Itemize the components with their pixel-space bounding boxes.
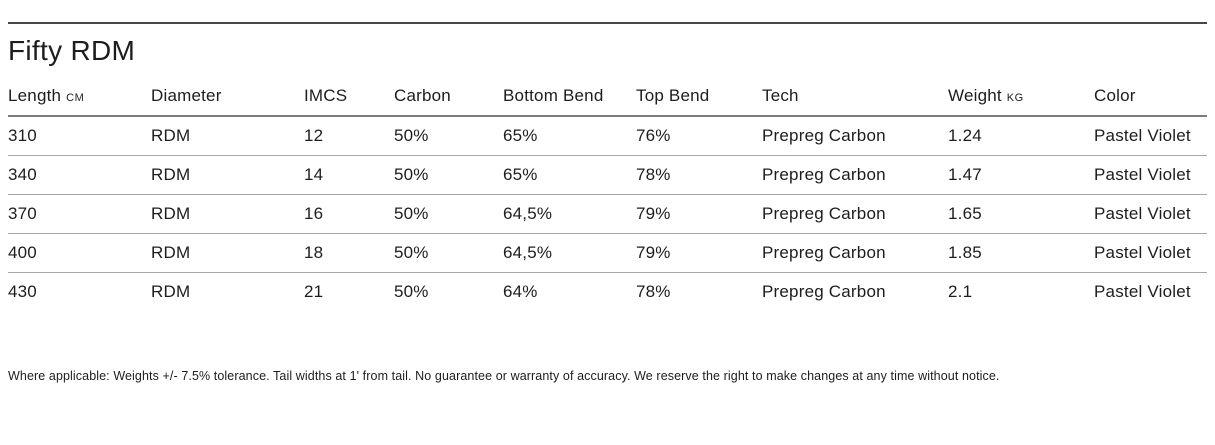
disclaimer-note: Where applicable: Weights +/- 7.5% toler… [8,369,1000,384]
cell-top-bend: 79% [636,194,762,235]
cell-length: 310 [8,116,151,157]
cell-carbon: 50% [394,155,503,196]
column-header-bottom-bend: Bottom Bend [503,67,636,118]
column-label: Color [1094,86,1136,106]
cell-bottom-bend: 64% [503,282,538,302]
table-row: 400 RDM 18 50% 64,5% 79% Prepreg Carbon … [8,233,1207,274]
page-title: Fifty RDM [8,35,136,66]
cell-carbon: 50% [394,233,503,274]
cell-weight: 1.65 [948,194,1094,235]
spec-sheet: Fifty RDM Length CM Diameter IMCS Carbon… [0,22,1215,383]
table-row: 310 RDM 12 50% 65% 76% Prepreg Carbon 1.… [8,116,1207,157]
column-header-tech: Tech [762,67,948,118]
cell-weight: 1.85 [948,233,1094,274]
cell-color: Pastel Violet [1094,155,1207,196]
cell-tech: Prepreg Carbon [762,155,948,196]
cell-diameter: RDM [151,194,304,235]
column-header-carbon: Carbon [394,67,503,118]
cell-bottom-bend: 64,5% [503,233,636,274]
column-unit: CM [66,92,85,105]
column-label: Diameter [151,86,222,106]
cell-carbon: 50% [394,282,429,302]
cell-length: 400 [8,233,151,274]
cell-length: 340 [8,155,151,196]
table-body: 310 RDM 12 50% 65% 76% Prepreg Carbon 1.… [8,116,1207,311]
table-row: 370 RDM 16 50% 64,5% 79% Prepreg Carbon … [8,194,1207,235]
cell-weight: 1.24 [948,116,1094,157]
table-row: 340 RDM 14 50% 65% 78% Prepreg Carbon 1.… [8,155,1207,196]
column-header-top-bend: Top Bend [636,67,762,118]
cell-weight: 2.1 [948,282,973,302]
mast-spec-table: Length CM Diameter IMCS Carbon Bottom Be… [8,67,1207,311]
header-row: Length CM Diameter IMCS Carbon Bottom Be… [8,67,1207,118]
cell-carbon: 50% [394,116,503,157]
cell-color: Pastel Violet [1094,233,1207,274]
cell-tech: Prepreg Carbon [762,233,948,274]
cell-imcs: 18 [304,233,394,274]
top-rule [8,22,1207,24]
cell-color: Pastel Violet [1094,116,1207,157]
cell-color: Pastel Violet [1094,282,1191,302]
cell-imcs: 21 [304,282,324,302]
cell-diameter: RDM [151,155,304,196]
cell-bottom-bend: 64,5% [503,194,636,235]
cell-imcs: 12 [304,116,394,157]
column-header-imcs: IMCS [304,67,394,118]
cell-bottom-bend: 65% [503,116,636,157]
cell-diameter: RDM [151,233,304,274]
column-label: Length [8,86,62,106]
cell-color: Pastel Violet [1094,194,1207,235]
column-header-weight: Weight KG [948,67,1094,118]
cell-weight: 1.47 [948,155,1094,196]
cell-carbon: 50% [394,194,503,235]
cell-length: 430 [8,282,37,302]
cell-tech: Prepreg Carbon [762,116,948,157]
column-label: Bottom Bend [503,86,604,106]
cell-tech: Prepreg Carbon [762,282,886,302]
cell-top-bend: 76% [636,116,762,157]
cell-diameter: RDM [151,282,191,302]
column-header-color: Color [1094,67,1207,118]
column-label: Top Bend [636,86,710,106]
column-header-diameter: Diameter [151,67,304,118]
column-label: Tech [762,86,799,106]
cell-top-bend: 78% [636,282,671,302]
cell-top-bend: 79% [636,233,762,274]
column-label: Carbon [394,86,451,106]
table-row: 430 RDM 21 50% 64% 78% Prepreg Carbon 2.… [8,273,1207,312]
column-header-length: Length CM [8,67,151,118]
column-label: Weight [948,86,1002,106]
cell-tech: Prepreg Carbon [762,194,948,235]
column-unit: KG [1006,92,1024,105]
cell-top-bend: 78% [636,155,762,196]
cell-bottom-bend: 65% [503,155,636,196]
table-header: Length CM Diameter IMCS Carbon Bottom Be… [8,67,1207,118]
cell-diameter: RDM [151,116,304,157]
cell-imcs: 14 [304,155,394,196]
cell-imcs: 16 [304,194,394,235]
column-label: IMCS [304,86,348,106]
cell-length: 370 [8,194,151,235]
